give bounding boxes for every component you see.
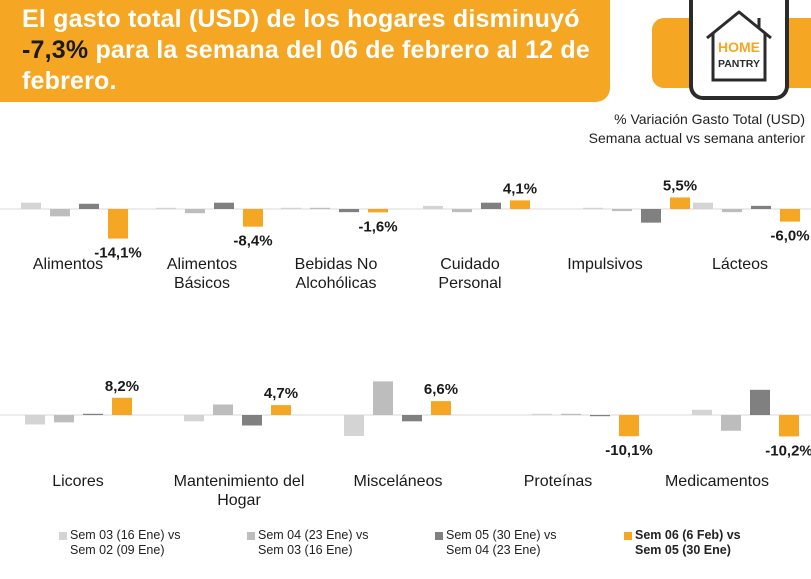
data-label: -10,2% — [765, 442, 811, 459]
bar-impulsivos-series-1 — [583, 207, 603, 209]
data-label: -1,6% — [358, 218, 397, 235]
data-label: 4,1% — [503, 180, 537, 197]
bar-cuidado-personal-series-3 — [481, 202, 501, 209]
data-label: 8,2% — [105, 378, 139, 395]
bar-medicamentos-series-4 — [779, 415, 799, 437]
bar-mantenimiento-del-hogar-series-1 — [184, 415, 204, 422]
data-label: -6,0% — [770, 228, 809, 245]
legend-4-line1: Sem 06 (6 Feb) vs — [635, 528, 741, 542]
logo-home-text: HOME — [718, 39, 760, 55]
bar-lácteos-series-1 — [693, 202, 713, 209]
bar-cuidado-personal-series-2 — [452, 209, 472, 213]
legend-2-line2: Sem 03 (16 Ene) — [258, 543, 353, 557]
bar-mantenimiento-del-hogar-series-4 — [271, 405, 291, 415]
page-title: El gasto total (USD) de los hogares dism… — [22, 4, 602, 97]
header-band — [0, 0, 610, 102]
bar-proteínas-series-3 — [590, 415, 610, 417]
category-label: Impulsivos — [567, 256, 643, 273]
legend-3-line1: Sem 05 (30 Ene) vs — [446, 528, 557, 542]
bar-bebidas-no-alcohólicas-series-1 — [281, 207, 301, 209]
bar-proteínas-series-1 — [532, 413, 552, 415]
category-label: Proteínas — [524, 473, 592, 490]
subtitle-line2: Semana actual vs semana anterior — [588, 130, 805, 146]
bar-mantenimiento-del-hogar-series-3 — [242, 415, 262, 426]
bar-licores-series-4 — [112, 397, 132, 415]
category-label: Cuidado Personal — [438, 256, 501, 292]
category-label: Alimentos Básicos — [167, 256, 237, 292]
data-label: -8,4% — [233, 233, 272, 250]
data-label: 4,7% — [264, 385, 298, 402]
data-label: 6,6% — [424, 381, 458, 398]
logo: HOME PANTRY — [689, 0, 789, 100]
category-label: Bebidas No Alcohólicas — [295, 256, 378, 292]
bar-misceláneos-series-1 — [344, 415, 364, 436]
category-label: Medicamentos — [665, 473, 769, 490]
category-label: Lácteos — [712, 256, 768, 273]
house-logo-icon: HOME PANTRY — [706, 10, 772, 82]
legend-swatch-2 — [247, 532, 255, 540]
legend-2-line1: Sem 04 (23 Ene) vs — [258, 528, 369, 542]
title-highlight: -7,3% — [22, 36, 89, 64]
legend-4-line2: Sem 05 (30 Ene) — [635, 543, 731, 557]
bar-impulsivos-series-4 — [670, 197, 690, 209]
bar-alimentos-series-4 — [108, 209, 128, 239]
legend-3-line2: Sem 04 (23 Ene) — [446, 543, 541, 557]
bar-lácteos-series-4 — [780, 209, 800, 222]
legend-item-3: Sem 05 (30 Ene) vs Sem 04 (23 Ene) — [435, 528, 557, 558]
data-label: -14,1% — [94, 245, 142, 262]
bar-alimentos-básicos-series-1 — [156, 207, 176, 209]
category-label: Misceláneos — [354, 473, 443, 490]
bar-licores-series-3 — [83, 413, 103, 415]
title-part2: para la semana del 06 de febrero al 12 d… — [22, 36, 591, 95]
bar-proteínas-series-2 — [561, 413, 581, 415]
bar-alimentos-series-3 — [79, 203, 99, 209]
bar-lácteos-series-3 — [751, 205, 771, 209]
bar-alimentos-básicos-series-2 — [185, 209, 205, 214]
bar-alimentos-básicos-series-4 — [243, 209, 263, 227]
legend-swatch-3 — [435, 532, 443, 540]
subtitle-line1: % Variación Gasto Total (USD) — [614, 111, 805, 127]
data-label: 5,5% — [663, 177, 697, 194]
category-label: Mantenimiento del Hogar — [174, 473, 305, 509]
bar-lácteos-series-2 — [722, 209, 742, 213]
bar-medicamentos-series-3 — [750, 389, 770, 415]
bar-cuidado-personal-series-4 — [510, 200, 530, 209]
legend-item-1: Sem 03 (16 Ene) vs Sem 02 (09 Ene) — [59, 528, 181, 558]
bar-misceláneos-series-4 — [431, 401, 451, 415]
data-label: -10,1% — [605, 442, 653, 459]
bar-medicamentos-series-1 — [692, 409, 712, 415]
bar-alimentos-series-1 — [21, 202, 41, 209]
title-part1: El gasto total (USD) de los hogares dism… — [22, 5, 580, 33]
bar-bebidas-no-alcohólicas-series-2 — [310, 207, 330, 209]
chart-subtitle: % Variación Gasto Total (USD) Semana act… — [589, 110, 805, 148]
bar-proteínas-series-4 — [619, 415, 639, 437]
bar-impulsivos-series-2 — [612, 209, 632, 212]
bar-medicamentos-series-2 — [721, 415, 741, 431]
category-label: Alimentos — [33, 256, 103, 273]
logo-pantry-text: PANTRY — [718, 58, 760, 70]
bar-bebidas-no-alcohólicas-series-3 — [339, 209, 359, 213]
legend-item-2: Sem 04 (23 Ene) vs Sem 03 (16 Ene) — [247, 528, 369, 558]
bar-bebidas-no-alcohólicas-series-4 — [368, 209, 388, 213]
legend-1-line1: Sem 03 (16 Ene) vs — [70, 528, 181, 542]
legend-swatch-1 — [59, 532, 67, 540]
bar-licores-series-2 — [54, 415, 74, 423]
bar-misceláneos-series-3 — [402, 415, 422, 422]
category-label: Licores — [52, 473, 104, 490]
bar-alimentos-básicos-series-3 — [214, 202, 234, 209]
bar-misceláneos-series-2 — [373, 381, 393, 415]
bar-alimentos-series-2 — [50, 209, 70, 217]
bar-licores-series-1 — [25, 415, 45, 425]
bar-impulsivos-series-3 — [641, 209, 661, 223]
legend-swatch-4 — [624, 532, 632, 540]
legend-item-4: Sem 06 (6 Feb) vs Sem 05 (30 Ene) — [624, 528, 741, 558]
legend-1-line2: Sem 02 (09 Ene) — [70, 543, 165, 557]
bar-cuidado-personal-series-1 — [423, 205, 443, 209]
bar-mantenimiento-del-hogar-series-2 — [213, 404, 233, 415]
